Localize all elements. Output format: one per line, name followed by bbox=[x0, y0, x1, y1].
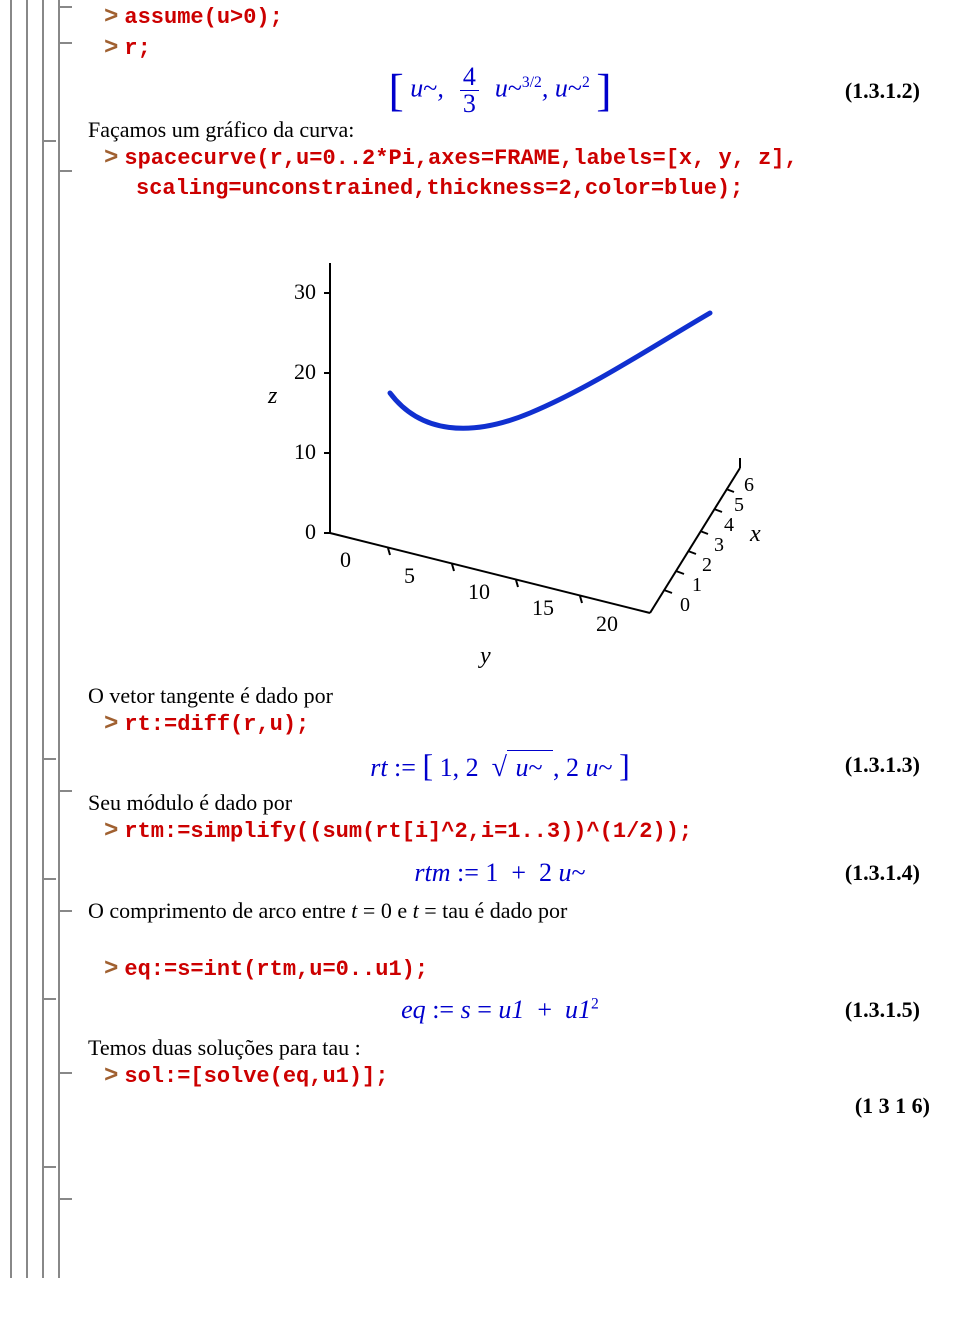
code: sol:=[solve(eq,u1)]; bbox=[124, 1064, 388, 1089]
code: scaling=unconstrained,thickness=2,color=… bbox=[136, 176, 743, 201]
txt: O comprimento de arco entre bbox=[88, 898, 351, 923]
output-sol-num: (1 3 1 6) bbox=[70, 1092, 930, 1120]
svg-text:6: 6 bbox=[744, 474, 754, 496]
assign: := bbox=[457, 858, 479, 887]
input-r: >r; bbox=[104, 33, 930, 64]
text-grafico: Façamos um gráfico da curva: bbox=[88, 117, 930, 143]
text-modulo: Seu módulo é dado por bbox=[88, 790, 930, 816]
stub bbox=[42, 1166, 56, 1168]
u1: u1 bbox=[498, 995, 524, 1024]
output-eq: eq := s = u1 + u12 (1.3.1.5) bbox=[70, 985, 930, 1035]
svg-text:5: 5 bbox=[734, 494, 744, 516]
input-sol: >sol:=[solve(eq,u1)]; bbox=[104, 1061, 930, 1092]
svg-text:20: 20 bbox=[294, 359, 316, 384]
input-assume: >assume(u>0); bbox=[104, 2, 930, 33]
u1: u1 bbox=[565, 995, 591, 1024]
eq-number: (1.3.1.5) bbox=[845, 997, 920, 1023]
input-eq: >eq:=s=int(rtm,u=0..u1); bbox=[104, 954, 930, 985]
exponent: 2 bbox=[591, 995, 599, 1012]
svg-text:4: 4 bbox=[724, 514, 734, 536]
margin-rule-1 bbox=[10, 0, 12, 1278]
output-r: [ u~, 43 u~3/2, u~2 ] (1.3.1.2) bbox=[70, 64, 930, 117]
input-rt: >rt:=diff(r,u); bbox=[104, 709, 930, 740]
svg-text:y: y bbox=[478, 643, 491, 669]
svg-text:x: x bbox=[749, 521, 761, 547]
input-rtm: >rtm:=simplify((sum(rt[i]^2,i=1..3))^(1/… bbox=[104, 816, 930, 847]
stub bbox=[42, 758, 56, 760]
exponent: 2 bbox=[582, 74, 590, 91]
text-vetor: O vetor tangente é dado por bbox=[88, 683, 930, 709]
plus-icon: + bbox=[511, 858, 526, 887]
svg-text:1: 1 bbox=[692, 574, 702, 596]
frac-den: 3 bbox=[460, 91, 479, 117]
svg-text:0: 0 bbox=[680, 594, 690, 616]
num: 2 bbox=[539, 858, 552, 887]
page: >assume(u>0); >r; [ u~, 43 u~3/2, u~2 ] … bbox=[0, 0, 960, 1318]
svg-text:10: 10 bbox=[294, 439, 316, 464]
svg-text:2: 2 bbox=[702, 554, 712, 576]
svg-text:10: 10 bbox=[468, 579, 490, 604]
svg-text:0: 0 bbox=[340, 547, 351, 572]
code: rt:=diff(r,u); bbox=[124, 712, 309, 737]
svg-text:20: 20 bbox=[596, 611, 618, 636]
eq-number: (1.3.1.3) bbox=[845, 752, 920, 778]
assign: := bbox=[394, 753, 416, 782]
eq-var: eq bbox=[401, 995, 426, 1024]
exponent: 3/2 bbox=[522, 74, 542, 91]
plot-3d: 0 10 20 30 z 0 5 10 15 20 y 0 1 2 3 4 5 bbox=[220, 233, 780, 673]
stub bbox=[58, 170, 72, 172]
rt-tail: , 2 bbox=[553, 753, 579, 782]
output-rtm: rtm := 1 + 2 u~ (1.3.1.4) bbox=[70, 848, 930, 898]
svg-text:15: 15 bbox=[532, 595, 554, 620]
stub bbox=[42, 140, 56, 142]
num: 1 bbox=[485, 858, 498, 887]
stub bbox=[42, 998, 56, 1000]
rt-vals: 1, 2 bbox=[440, 753, 479, 782]
s: s bbox=[461, 995, 471, 1024]
svg-text:30: 30 bbox=[294, 279, 316, 304]
svg-text:3: 3 bbox=[714, 534, 724, 556]
output-rt: rt := [ 1, 2 √ u~ , 2 u~ ] (1.3.1.3) bbox=[70, 740, 930, 790]
code: spacecurve(r,u=0..2*Pi,axes=FRAME,labels… bbox=[124, 146, 797, 171]
svg-text:0: 0 bbox=[305, 519, 316, 544]
stub bbox=[58, 6, 72, 8]
stub bbox=[58, 910, 72, 912]
eq-number: (1.3.1.4) bbox=[845, 860, 920, 886]
rtm-var: rtm bbox=[414, 858, 450, 887]
svg-text:z: z bbox=[267, 383, 278, 409]
stub bbox=[58, 42, 72, 44]
txt: = 0 e bbox=[357, 898, 412, 923]
stub bbox=[58, 1072, 72, 1074]
margin-rule-2 bbox=[26, 0, 28, 1278]
eq-number: (1 3 1 6) bbox=[855, 1093, 930, 1119]
text-comprimento: O comprimento de arco entre t = 0 e t = … bbox=[88, 898, 930, 924]
input-spacecurve: >spacecurve(r,u=0..2*Pi,axes=FRAME,label… bbox=[104, 143, 930, 174]
txt: = tau é dado por bbox=[419, 898, 568, 923]
frac-num: 4 bbox=[460, 64, 479, 91]
code: eq:=s=int(rtm,u=0..u1); bbox=[124, 957, 428, 982]
assign: := bbox=[432, 995, 454, 1024]
margin-rule-4 bbox=[58, 0, 60, 1278]
text-solucoes: Temos duas soluções para tau : bbox=[88, 1035, 930, 1061]
stub bbox=[42, 878, 56, 880]
eq-number: (1.3.1.2) bbox=[845, 78, 920, 104]
stub bbox=[58, 1198, 72, 1200]
plus-icon: + bbox=[537, 995, 552, 1024]
plot-svg: 0 10 20 30 z 0 5 10 15 20 y 0 1 2 3 4 5 bbox=[220, 233, 780, 673]
input-spacecurve-2: scaling=unconstrained,thickness=2,color=… bbox=[104, 175, 930, 204]
svg-text:5: 5 bbox=[404, 563, 415, 588]
code: assume(u>0); bbox=[124, 5, 282, 30]
code: rtm:=simplify((sum(rt[i]^2,i=1..3))^(1/2… bbox=[124, 819, 692, 844]
margin-rule-3 bbox=[42, 0, 44, 1278]
code: r; bbox=[124, 36, 150, 61]
